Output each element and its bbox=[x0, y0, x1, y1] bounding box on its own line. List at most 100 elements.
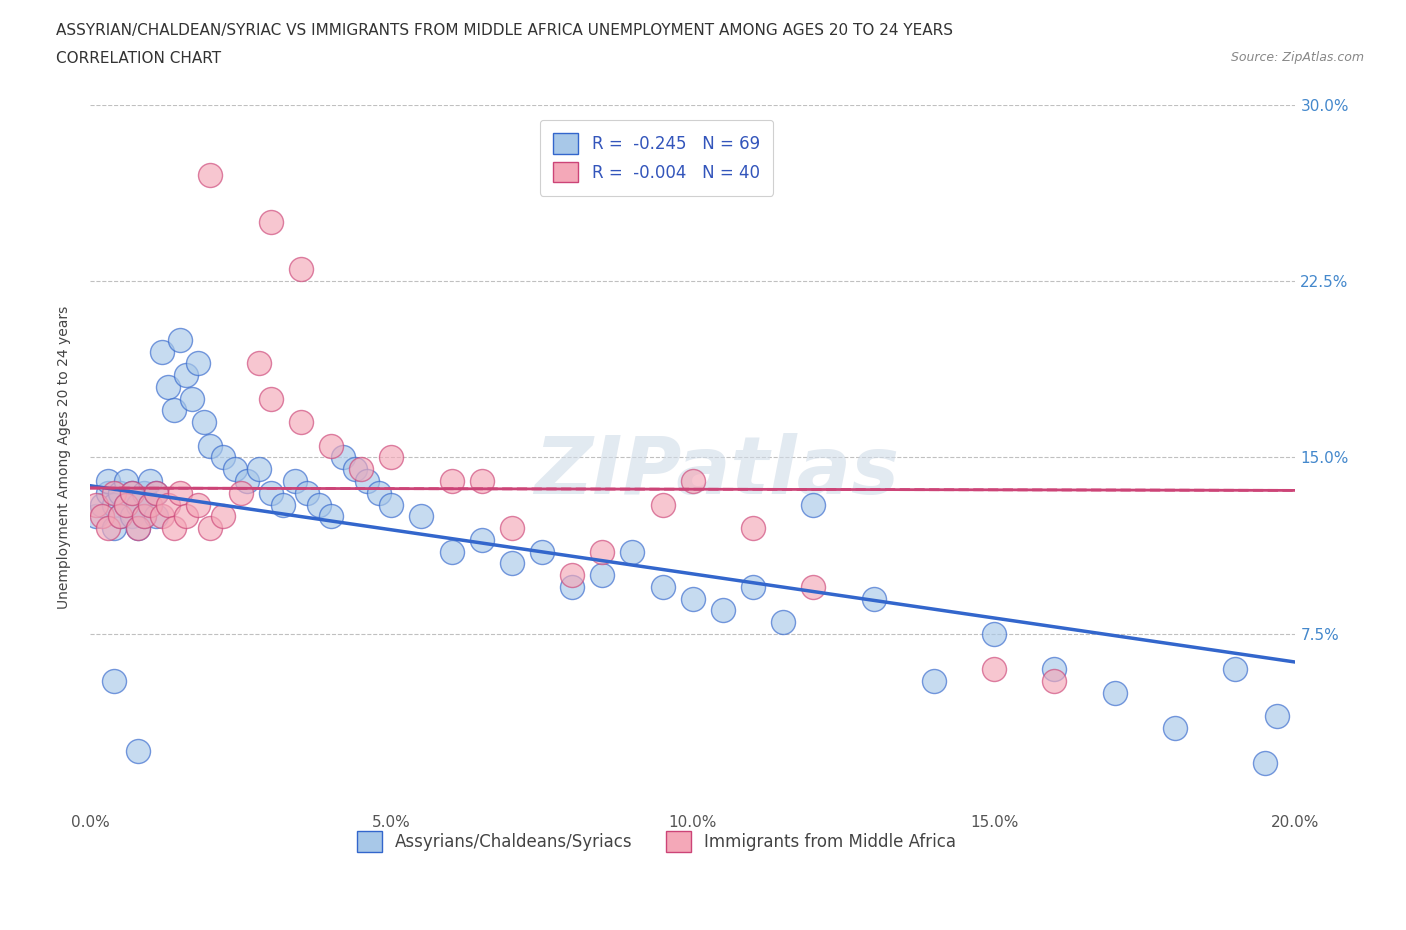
Point bbox=[1104, 685, 1126, 700]
Point bbox=[260, 485, 283, 500]
Point bbox=[169, 485, 191, 500]
Point bbox=[247, 462, 270, 477]
Point bbox=[163, 403, 186, 418]
Point bbox=[591, 544, 613, 559]
Point bbox=[682, 591, 704, 606]
Point bbox=[711, 603, 734, 618]
Point bbox=[121, 485, 143, 500]
Point bbox=[772, 615, 794, 630]
Point bbox=[150, 344, 173, 359]
Point bbox=[134, 509, 156, 524]
Point bbox=[139, 497, 162, 512]
Point bbox=[621, 544, 644, 559]
Point bbox=[84, 509, 107, 524]
Point bbox=[115, 473, 138, 488]
Point bbox=[1164, 721, 1187, 736]
Point bbox=[247, 356, 270, 371]
Point bbox=[127, 521, 149, 536]
Point bbox=[127, 744, 149, 759]
Point bbox=[176, 509, 198, 524]
Point bbox=[121, 485, 143, 500]
Point bbox=[91, 509, 114, 524]
Point bbox=[983, 662, 1005, 677]
Point bbox=[211, 509, 233, 524]
Point bbox=[103, 485, 125, 500]
Point bbox=[181, 392, 204, 406]
Point bbox=[501, 556, 523, 571]
Point bbox=[591, 567, 613, 582]
Point bbox=[471, 473, 494, 488]
Point bbox=[187, 356, 209, 371]
Point bbox=[862, 591, 884, 606]
Point bbox=[103, 673, 125, 688]
Point bbox=[235, 473, 257, 488]
Point bbox=[163, 521, 186, 536]
Point bbox=[356, 473, 378, 488]
Legend: Assyrians/Chaldeans/Syriacs, Immigrants from Middle Africa: Assyrians/Chaldeans/Syriacs, Immigrants … bbox=[350, 825, 963, 858]
Point bbox=[561, 567, 583, 582]
Point bbox=[157, 379, 180, 394]
Point bbox=[319, 438, 342, 453]
Point bbox=[350, 462, 373, 477]
Point bbox=[380, 497, 402, 512]
Point bbox=[108, 509, 131, 524]
Point bbox=[145, 485, 167, 500]
Point bbox=[260, 392, 283, 406]
Point bbox=[108, 509, 131, 524]
Point bbox=[115, 497, 138, 512]
Point bbox=[295, 485, 318, 500]
Point bbox=[260, 215, 283, 230]
Point bbox=[411, 509, 433, 524]
Point bbox=[922, 673, 945, 688]
Point bbox=[108, 485, 131, 500]
Point bbox=[134, 509, 156, 524]
Point bbox=[97, 521, 120, 536]
Point bbox=[134, 485, 156, 500]
Point bbox=[150, 509, 173, 524]
Point bbox=[115, 497, 138, 512]
Point bbox=[1043, 662, 1066, 677]
Point bbox=[1267, 709, 1289, 724]
Point bbox=[651, 497, 673, 512]
Point bbox=[139, 473, 162, 488]
Point bbox=[801, 497, 824, 512]
Point bbox=[200, 167, 222, 182]
Point bbox=[103, 521, 125, 536]
Point bbox=[97, 473, 120, 488]
Point bbox=[127, 497, 149, 512]
Point bbox=[200, 438, 222, 453]
Point bbox=[332, 450, 354, 465]
Point bbox=[224, 462, 246, 477]
Text: CORRELATION CHART: CORRELATION CHART bbox=[56, 51, 221, 66]
Point bbox=[308, 497, 330, 512]
Point bbox=[682, 473, 704, 488]
Point bbox=[127, 521, 149, 536]
Point bbox=[169, 332, 191, 347]
Point bbox=[501, 521, 523, 536]
Point bbox=[200, 521, 222, 536]
Point bbox=[742, 521, 765, 536]
Point bbox=[229, 485, 252, 500]
Point bbox=[145, 485, 167, 500]
Text: Source: ZipAtlas.com: Source: ZipAtlas.com bbox=[1230, 51, 1364, 64]
Point bbox=[1043, 673, 1066, 688]
Point bbox=[319, 509, 342, 524]
Point bbox=[440, 544, 463, 559]
Point bbox=[801, 579, 824, 594]
Point bbox=[983, 627, 1005, 642]
Point bbox=[368, 485, 391, 500]
Point bbox=[290, 415, 312, 430]
Point bbox=[1254, 756, 1277, 771]
Point bbox=[84, 497, 107, 512]
Point bbox=[97, 485, 120, 500]
Point bbox=[121, 509, 143, 524]
Point bbox=[91, 497, 114, 512]
Point bbox=[176, 367, 198, 382]
Point bbox=[561, 579, 583, 594]
Point bbox=[271, 497, 294, 512]
Point bbox=[139, 497, 162, 512]
Point bbox=[187, 497, 209, 512]
Text: ZIPatlas: ZIPatlas bbox=[534, 432, 900, 511]
Point bbox=[742, 579, 765, 594]
Point bbox=[651, 579, 673, 594]
